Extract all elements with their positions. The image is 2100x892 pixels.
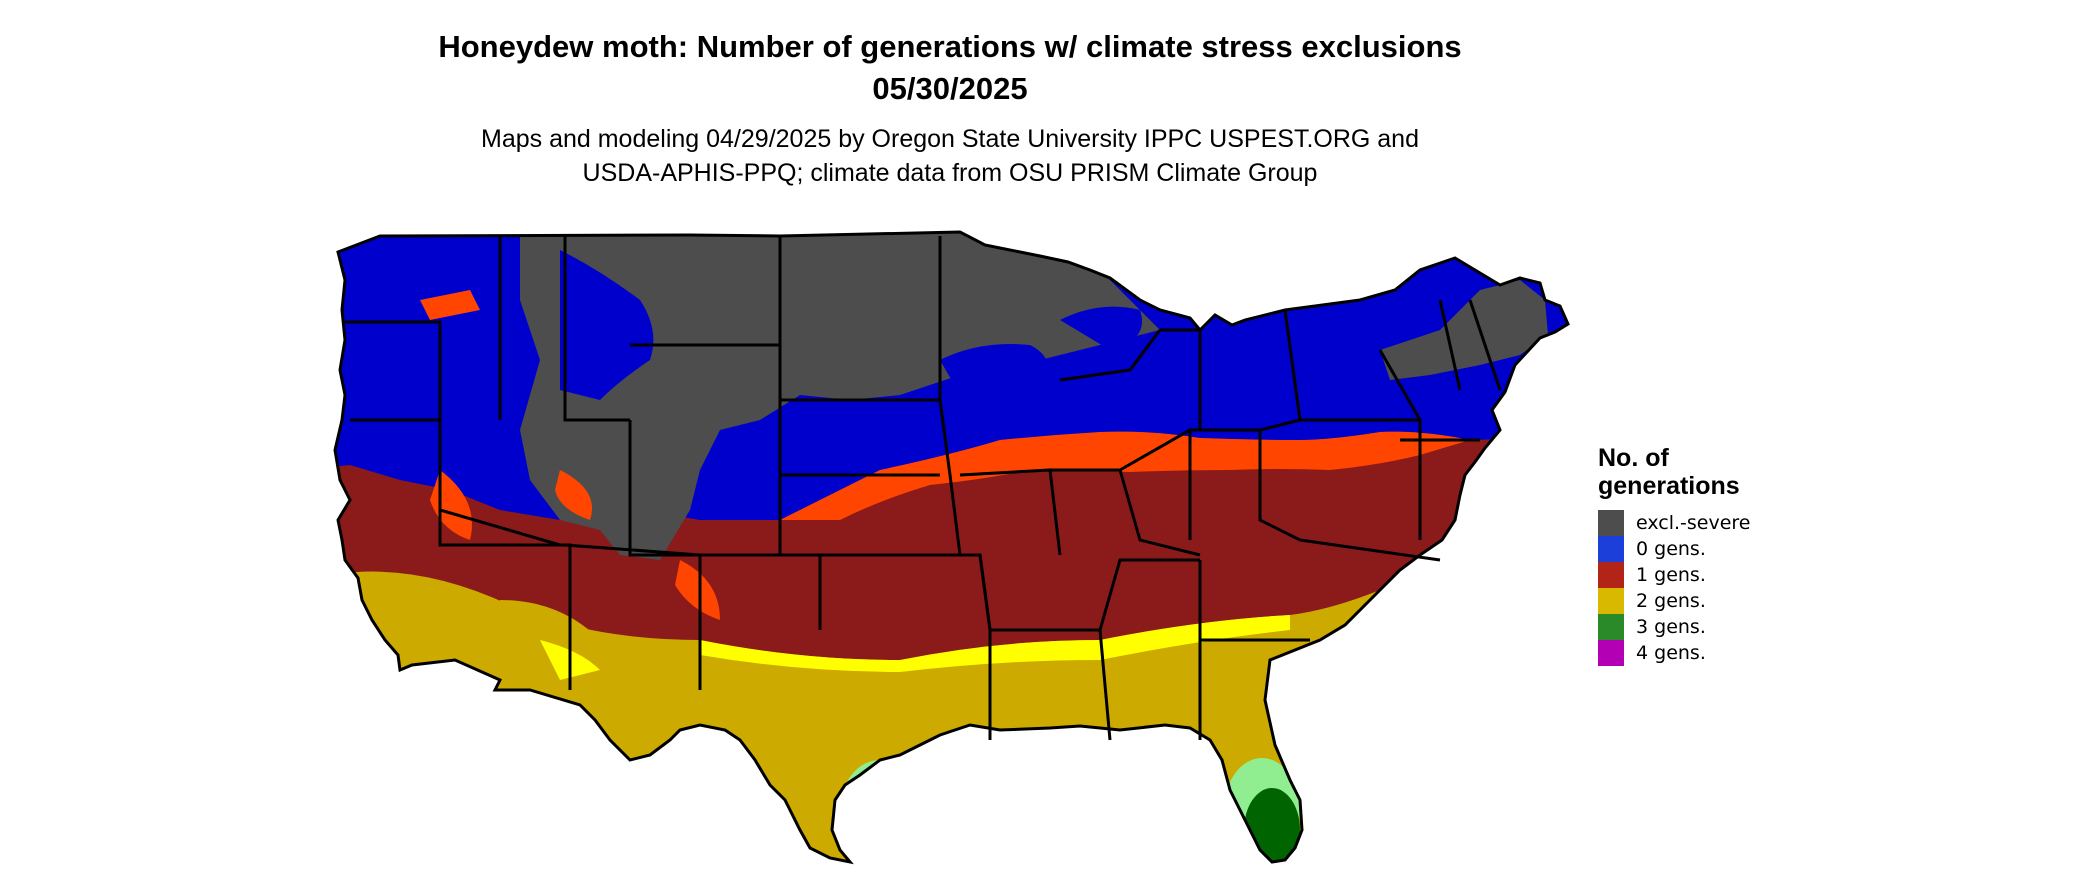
legend-item-0-gens: 0 gens. <box>1598 536 1751 562</box>
legend-swatch <box>1598 536 1624 562</box>
legend-swatch <box>1598 614 1624 640</box>
title-line-2: 05/30/2025 <box>872 71 1028 106</box>
legend-swatch <box>1598 588 1624 614</box>
legend-title-line-2: generations <box>1598 472 1740 500</box>
subtitle-line-1: Maps and modeling 04/29/2025 by Oregon S… <box>481 125 1419 153</box>
legend-label: 1 gens. <box>1636 564 1706 586</box>
legend-label: 0 gens. <box>1636 538 1706 560</box>
legend-swatch <box>1598 562 1624 588</box>
legend-item-excluded: excl.-severe <box>1598 510 1751 536</box>
legend: No. of generations excl.-severe 0 gens. … <box>1598 444 1751 666</box>
legend-swatch <box>1598 510 1624 536</box>
map-title: Honeydew moth: Number of generations w/ … <box>0 26 1900 110</box>
legend-swatch <box>1598 640 1624 666</box>
legend-label: 2 gens. <box>1636 590 1706 612</box>
legend-item-1-gens: 1 gens. <box>1598 562 1751 588</box>
legend-item-4-gens: 4 gens. <box>1598 640 1751 666</box>
legend-item-2-gens: 2 gens. <box>1598 588 1751 614</box>
legend-items: excl.-severe 0 gens. 1 gens. 2 gens. 3 g… <box>1598 510 1751 666</box>
map-subtitle: Maps and modeling 04/29/2025 by Oregon S… <box>0 122 1900 190</box>
state-borders <box>333 230 1570 865</box>
legend-label: 3 gens. <box>1636 616 1706 638</box>
legend-title: No. of generations <box>1598 444 1751 500</box>
legend-label: excl.-severe <box>1636 512 1751 534</box>
subtitle-line-2: USDA-APHIS-PPQ; climate data from OSU PR… <box>582 159 1318 187</box>
title-line-1: Honeydew moth: Number of generations w/ … <box>438 29 1462 64</box>
legend-label: 4 gens. <box>1636 642 1706 664</box>
legend-title-line-1: No. of <box>1598 444 1669 472</box>
legend-item-3-gens: 3 gens. <box>1598 614 1751 640</box>
